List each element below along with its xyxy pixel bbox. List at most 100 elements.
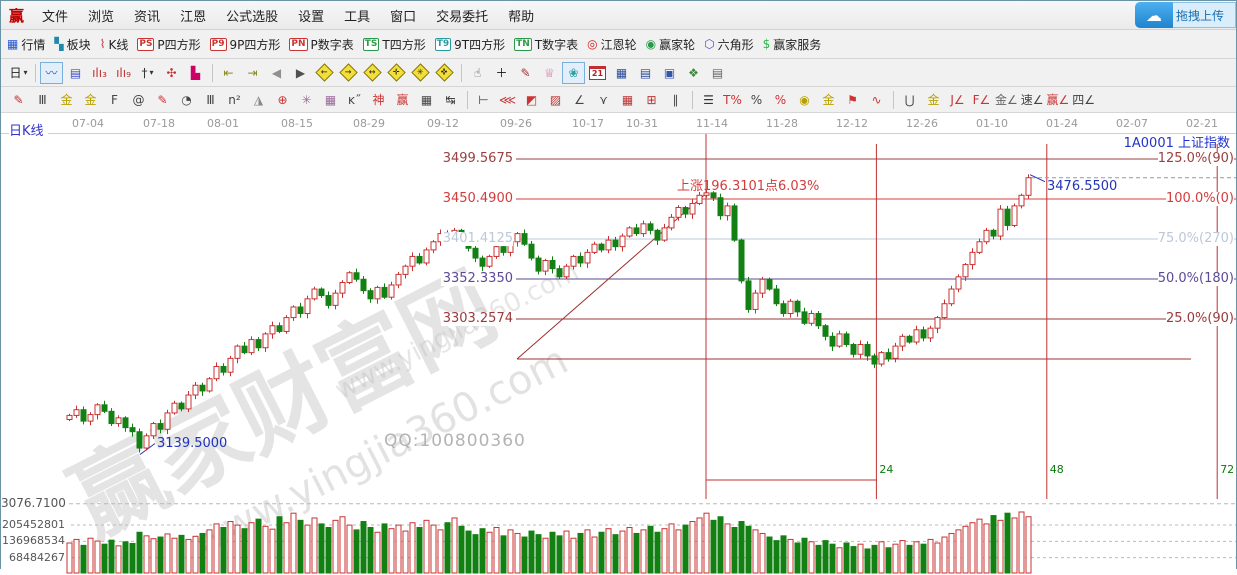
four-angle-icon[interactable]: 四∠: [1072, 93, 1096, 107]
percent-icon[interactable]: %: [750, 92, 763, 107]
toolbar-t-square[interactable]: TS T四方形: [362, 36, 426, 53]
n-square-icon[interactable]: n²: [228, 92, 241, 107]
expand-all-diamond-icon[interactable]: ✳: [409, 62, 432, 84]
star-burst-icon[interactable]: ✳: [301, 92, 312, 107]
bar-ladder-icon[interactable]: ☰: [703, 92, 714, 107]
expand-h-diamond-icon[interactable]: ↔: [361, 62, 384, 84]
trend-wave-icon[interactable]: 〰: [40, 61, 63, 84]
comb-2-icon[interactable]: Ⅲ: [206, 92, 215, 107]
flag-pen-icon[interactable]: ⚑: [847, 92, 858, 107]
toolbar-9p-square[interactable]: P9 9P四方形: [209, 36, 280, 53]
cloud-icon[interactable]: ☁: [1135, 2, 1173, 28]
h-span-icon[interactable]: ↹: [445, 92, 456, 107]
pan-hand-icon[interactable]: ☝: [473, 65, 482, 80]
number-grid-icon[interactable]: ▦: [420, 92, 433, 107]
last-bar-icon[interactable]: ⇥: [247, 65, 258, 80]
cup-tool-icon[interactable]: ⋃: [904, 92, 915, 107]
gold-circle-icon[interactable]: ◉: [799, 92, 810, 107]
ray-tool-icon[interactable]: ⊢: [478, 92, 489, 107]
toolbar-market-quotes[interactable]: ▦ 行情: [7, 36, 45, 53]
grid-small-icon[interactable]: ▦: [621, 92, 634, 107]
mark-pen-icon[interactable]: ✎: [520, 65, 531, 80]
cloud-upload-widget[interactable]: ☁ 拖拽上传: [1135, 2, 1236, 28]
network-share-icon[interactable]: ❖: [688, 65, 699, 80]
gold-level-icon[interactable]: 金: [822, 93, 835, 107]
notes-icon[interactable]: ▤: [69, 65, 82, 80]
menu-browse[interactable]: 浏览: [88, 9, 115, 25]
toolbar-p-number-table[interactable]: PN P数字表: [289, 36, 354, 53]
spiral-icon[interactable]: @: [132, 92, 145, 107]
toolbar-sectors[interactable]: ▚ 板块: [54, 36, 90, 53]
chart-3-icon[interactable]: ılı₃: [92, 65, 107, 80]
fit-all-diamond-icon[interactable]: ✜: [433, 62, 456, 84]
v-line-icon[interactable]: ⋎: [599, 92, 608, 107]
menu-help[interactable]: 帮助: [508, 9, 535, 25]
menu-tools[interactable]: 工具: [344, 9, 371, 25]
cloud-upload-label[interactable]: 拖拽上传: [1173, 2, 1236, 28]
gold-grid-1-icon[interactable]: 金: [60, 93, 73, 107]
toolbar-p-square[interactable]: PS P四方形: [137, 36, 201, 53]
next-bar-icon[interactable]: ▶: [295, 65, 306, 80]
toolbar-kline[interactable]: ⌇ K线: [100, 36, 129, 53]
speed-angle-icon[interactable]: 速∠: [1020, 93, 1044, 107]
save-icon[interactable]: ▣: [663, 65, 676, 80]
chart-9-icon[interactable]: ılı₉: [116, 65, 131, 80]
menu-formula-stock-pick[interactable]: 公式选股: [226, 9, 279, 25]
square-net-icon[interactable]: ▨: [549, 92, 562, 107]
gann-fan-icon[interactable]: ⋘: [498, 92, 517, 107]
notepad-icon[interactable]: ▤: [639, 65, 652, 80]
crosshair-icon[interactable]: ＋: [495, 66, 508, 80]
toolbar-gann-wheel[interactable]: ◎ 江恩轮: [587, 36, 637, 53]
first-bar-icon[interactable]: ⇤: [223, 65, 234, 80]
ying-tool-icon[interactable]: 赢: [396, 93, 409, 107]
pencil-tool-icon[interactable]: ✎: [13, 92, 24, 107]
crown-icon[interactable]: ♕: [544, 65, 555, 80]
toolbar-winner-wheel[interactable]: ◉ 赢家轮: [646, 36, 696, 53]
percent-line-icon[interactable]: %: [774, 92, 787, 107]
compass-circle-icon[interactable]: ⊕: [277, 92, 288, 107]
gold-box-icon[interactable]: 金: [927, 93, 940, 107]
prev-bar-icon[interactable]: ◀: [271, 65, 282, 80]
parallel-lines-icon[interactable]: ∥: [672, 92, 679, 107]
f-angle-icon[interactable]: F∠: [972, 92, 991, 107]
gold-angle-icon[interactable]: 金∠: [995, 93, 1018, 107]
candle-period-dropdown[interactable]: † ▾: [141, 65, 154, 80]
grid-large-icon[interactable]: ⊞: [646, 92, 657, 107]
grid-comb-icon[interactable]: Ⅲ: [38, 92, 47, 107]
flower-icon[interactable]: ❀: [562, 61, 585, 84]
menu-file[interactable]: 文件: [42, 9, 69, 25]
calculator-icon[interactable]: ▦: [615, 65, 628, 80]
ying-angle-icon[interactable]: 赢∠: [1046, 93, 1070, 107]
calendar-icon[interactable]: 21: [586, 62, 609, 84]
color-bars-icon[interactable]: ▙: [190, 65, 201, 80]
menu-trade-order[interactable]: 交易委托: [436, 9, 489, 25]
toolbar-winner-service[interactable]: $ 赢家服务: [763, 36, 822, 53]
compress-diamond-icon[interactable]: ✛: [385, 62, 408, 84]
k-mark-icon[interactable]: ĸ˝: [348, 92, 361, 107]
menu-news[interactable]: 资讯: [134, 9, 161, 25]
toolbar-9t-square[interactable]: T9 9T四方形: [434, 36, 505, 53]
period-day-dropdown[interactable]: 日 ▾: [9, 66, 28, 80]
percent-t-icon[interactable]: T%: [723, 92, 742, 107]
j-angle-icon[interactable]: J∠: [950, 92, 965, 107]
angle-line-icon[interactable]: ∠: [574, 92, 585, 107]
grid-box-icon[interactable]: ▦: [324, 92, 337, 107]
menu-settings[interactable]: 设置: [298, 9, 325, 25]
time-circle-icon[interactable]: ◔: [181, 92, 192, 107]
shift-left-diamond-icon[interactable]: ←: [313, 62, 336, 84]
f-grid-icon[interactable]: F: [111, 92, 118, 107]
toolbar-t-number-table[interactable]: TN T数字表: [514, 36, 578, 53]
stock-diagram-icon[interactable]: ✣: [166, 65, 177, 80]
gold-grid-2-icon[interactable]: 金: [84, 93, 97, 107]
red-seal-icon[interactable]: ✎: [157, 92, 168, 107]
shift-right-diamond-icon[interactable]: →: [337, 62, 360, 84]
toolbar-hexagon[interactable]: ⬡ 六角形: [704, 36, 754, 53]
set-square-icon[interactable]: ◮: [253, 92, 264, 107]
print-icon[interactable]: ▤: [711, 65, 724, 80]
shen-tool-icon[interactable]: 神: [372, 93, 385, 107]
square-fan-icon[interactable]: ◩: [525, 92, 538, 107]
menu-gann[interactable]: 江恩: [180, 9, 207, 25]
wave-tool-icon[interactable]: ∿: [871, 92, 882, 107]
menu-window[interactable]: 窗口: [390, 9, 417, 25]
kline-plot-area[interactable]: 赢家财富网 www.yingjia360.com www.yingjia360.…: [1, 134, 1236, 575]
